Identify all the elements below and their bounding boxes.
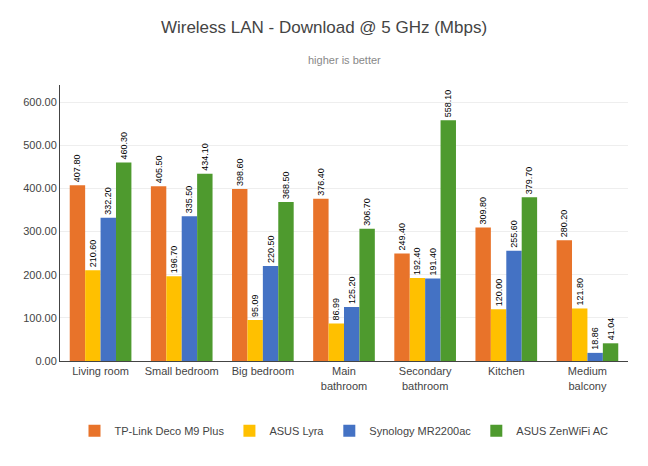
svg-text:376.40: 376.40: [316, 168, 326, 196]
svg-text:125.20: 125.20: [347, 276, 357, 304]
svg-text:191.40: 191.40: [428, 248, 438, 276]
svg-text:Big bedroom: Big bedroom: [232, 365, 294, 377]
svg-text:41.04: 41.04: [606, 318, 616, 341]
svg-text:300.00: 300.00: [23, 225, 57, 237]
svg-text:Secondarybathroom: Secondarybathroom: [399, 365, 452, 391]
svg-text:192.40: 192.40: [412, 247, 422, 275]
svg-text:332.20: 332.20: [103, 187, 113, 215]
svg-text:405.50: 405.50: [154, 156, 164, 184]
svg-text:309.80: 309.80: [478, 197, 488, 225]
svg-text:460.30: 460.30: [119, 132, 129, 160]
svg-text:ASUS Lyra: ASUS Lyra: [269, 425, 324, 437]
svg-text:18.86: 18.86: [590, 327, 600, 350]
svg-text:86.99: 86.99: [331, 298, 341, 321]
svg-text:120.00: 120.00: [494, 279, 504, 307]
svg-text:ASUS ZenWiFi AC: ASUS ZenWiFi AC: [516, 425, 608, 437]
svg-text:Synology MR2200ac: Synology MR2200ac: [369, 425, 471, 437]
svg-text:Mainbathroom: Mainbathroom: [321, 365, 367, 391]
svg-text:558.10: 558.10: [443, 90, 453, 118]
svg-text:Small bedroom: Small bedroom: [145, 365, 219, 377]
svg-text:368.50: 368.50: [281, 172, 291, 200]
svg-text:600.00: 600.00: [23, 96, 57, 108]
svg-text:306.70: 306.70: [362, 198, 372, 226]
svg-text:121.80: 121.80: [575, 278, 585, 306]
svg-text:407.80: 407.80: [72, 155, 82, 183]
svg-text:Living room: Living room: [72, 365, 129, 377]
svg-text:280.20: 280.20: [559, 210, 569, 238]
svg-text:higher is better: higher is better: [308, 54, 381, 66]
svg-text:196.70: 196.70: [169, 246, 179, 274]
svg-text:210.60: 210.60: [88, 240, 98, 268]
svg-text:398.60: 398.60: [235, 159, 245, 187]
svg-text:220.50: 220.50: [266, 235, 276, 263]
svg-text:434.10: 434.10: [200, 143, 210, 171]
svg-text:95.09: 95.09: [250, 294, 260, 317]
svg-text:500.00: 500.00: [23, 139, 57, 151]
svg-text:Mediumbalcony: Mediumbalcony: [568, 365, 607, 391]
svg-text:379.70: 379.70: [524, 167, 534, 195]
svg-text:400.00: 400.00: [23, 182, 57, 194]
svg-text:100.00: 100.00: [23, 312, 57, 324]
svg-text:Kitchen: Kitchen: [488, 365, 525, 377]
svg-text:249.40: 249.40: [397, 223, 407, 251]
svg-text:Wireless LAN - Download @ 5 GH: Wireless LAN - Download @ 5 GHz (Mbps): [161, 18, 487, 37]
svg-text:0.00: 0.00: [35, 355, 56, 367]
svg-text:200.00: 200.00: [23, 269, 57, 281]
svg-text:TP-Link Deco M9 Plus: TP-Link Deco M9 Plus: [115, 425, 225, 437]
svg-text:335.50: 335.50: [184, 186, 194, 214]
svg-text:255.60: 255.60: [509, 220, 519, 248]
